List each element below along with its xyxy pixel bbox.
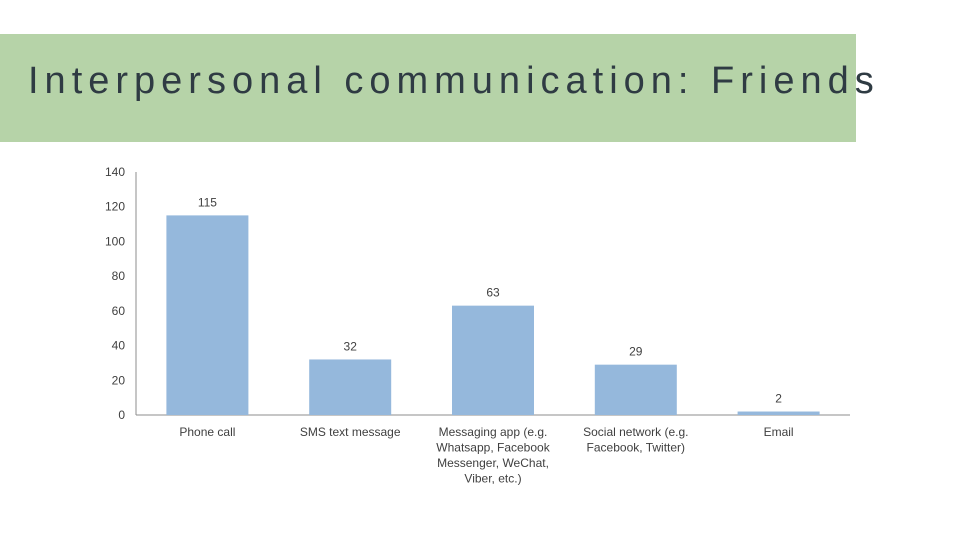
chart-bars	[166, 215, 820, 415]
category-label: SMS text message	[300, 425, 401, 439]
data-label: 2	[775, 392, 782, 406]
title-band	[0, 34, 856, 142]
category-label: Email	[764, 425, 794, 439]
category-label-line: Phone call	[179, 425, 235, 439]
category-label-line: Social network (e.g.	[583, 425, 688, 439]
category-label-line: Whatsapp, Facebook	[436, 441, 550, 455]
data-label: 63	[486, 286, 500, 300]
category-label-line: Facebook, Twitter)	[587, 441, 685, 455]
category-label: Messaging app (e.g. Whatsapp, Facebook Mes…	[436, 425, 550, 486]
chart-labels: 115 Phone call 32 SMS text message 63 Messagi…	[179, 195, 793, 485]
y-tick-label: 0	[118, 408, 125, 422]
data-label: 32	[344, 339, 358, 353]
bar	[309, 359, 392, 415]
slide-title: Interpersonal communication: Friends	[28, 60, 880, 102]
bar	[452, 305, 534, 415]
category-label: Social network (e.g. Facebook, Twitter)	[583, 425, 688, 455]
y-tick-label: 120	[105, 200, 125, 214]
data-label: 115	[198, 195, 217, 209]
bar	[594, 364, 677, 415]
bar	[737, 411, 820, 415]
y-tick-label: 100	[105, 234, 125, 248]
bar	[166, 215, 249, 415]
category-label-line: Messenger, WeChat,	[437, 456, 549, 470]
category-label-line: SMS text message	[300, 425, 401, 439]
category-label: Phone call	[179, 425, 235, 439]
category-label-line: Viber, etc.)	[464, 472, 521, 486]
category-label-line: Messaging app (e.g.	[439, 425, 548, 439]
data-label: 29	[629, 345, 643, 359]
y-tick-label: 60	[112, 304, 126, 318]
y-tick-label: 40	[112, 339, 126, 353]
y-tick-label: 140	[105, 165, 125, 179]
chart-axes: 0 20 40 60 80 100 120 140	[105, 165, 850, 422]
y-tick-label: 80	[112, 269, 126, 283]
y-tick-label: 20	[112, 373, 126, 387]
category-label-line: Email	[764, 425, 794, 439]
